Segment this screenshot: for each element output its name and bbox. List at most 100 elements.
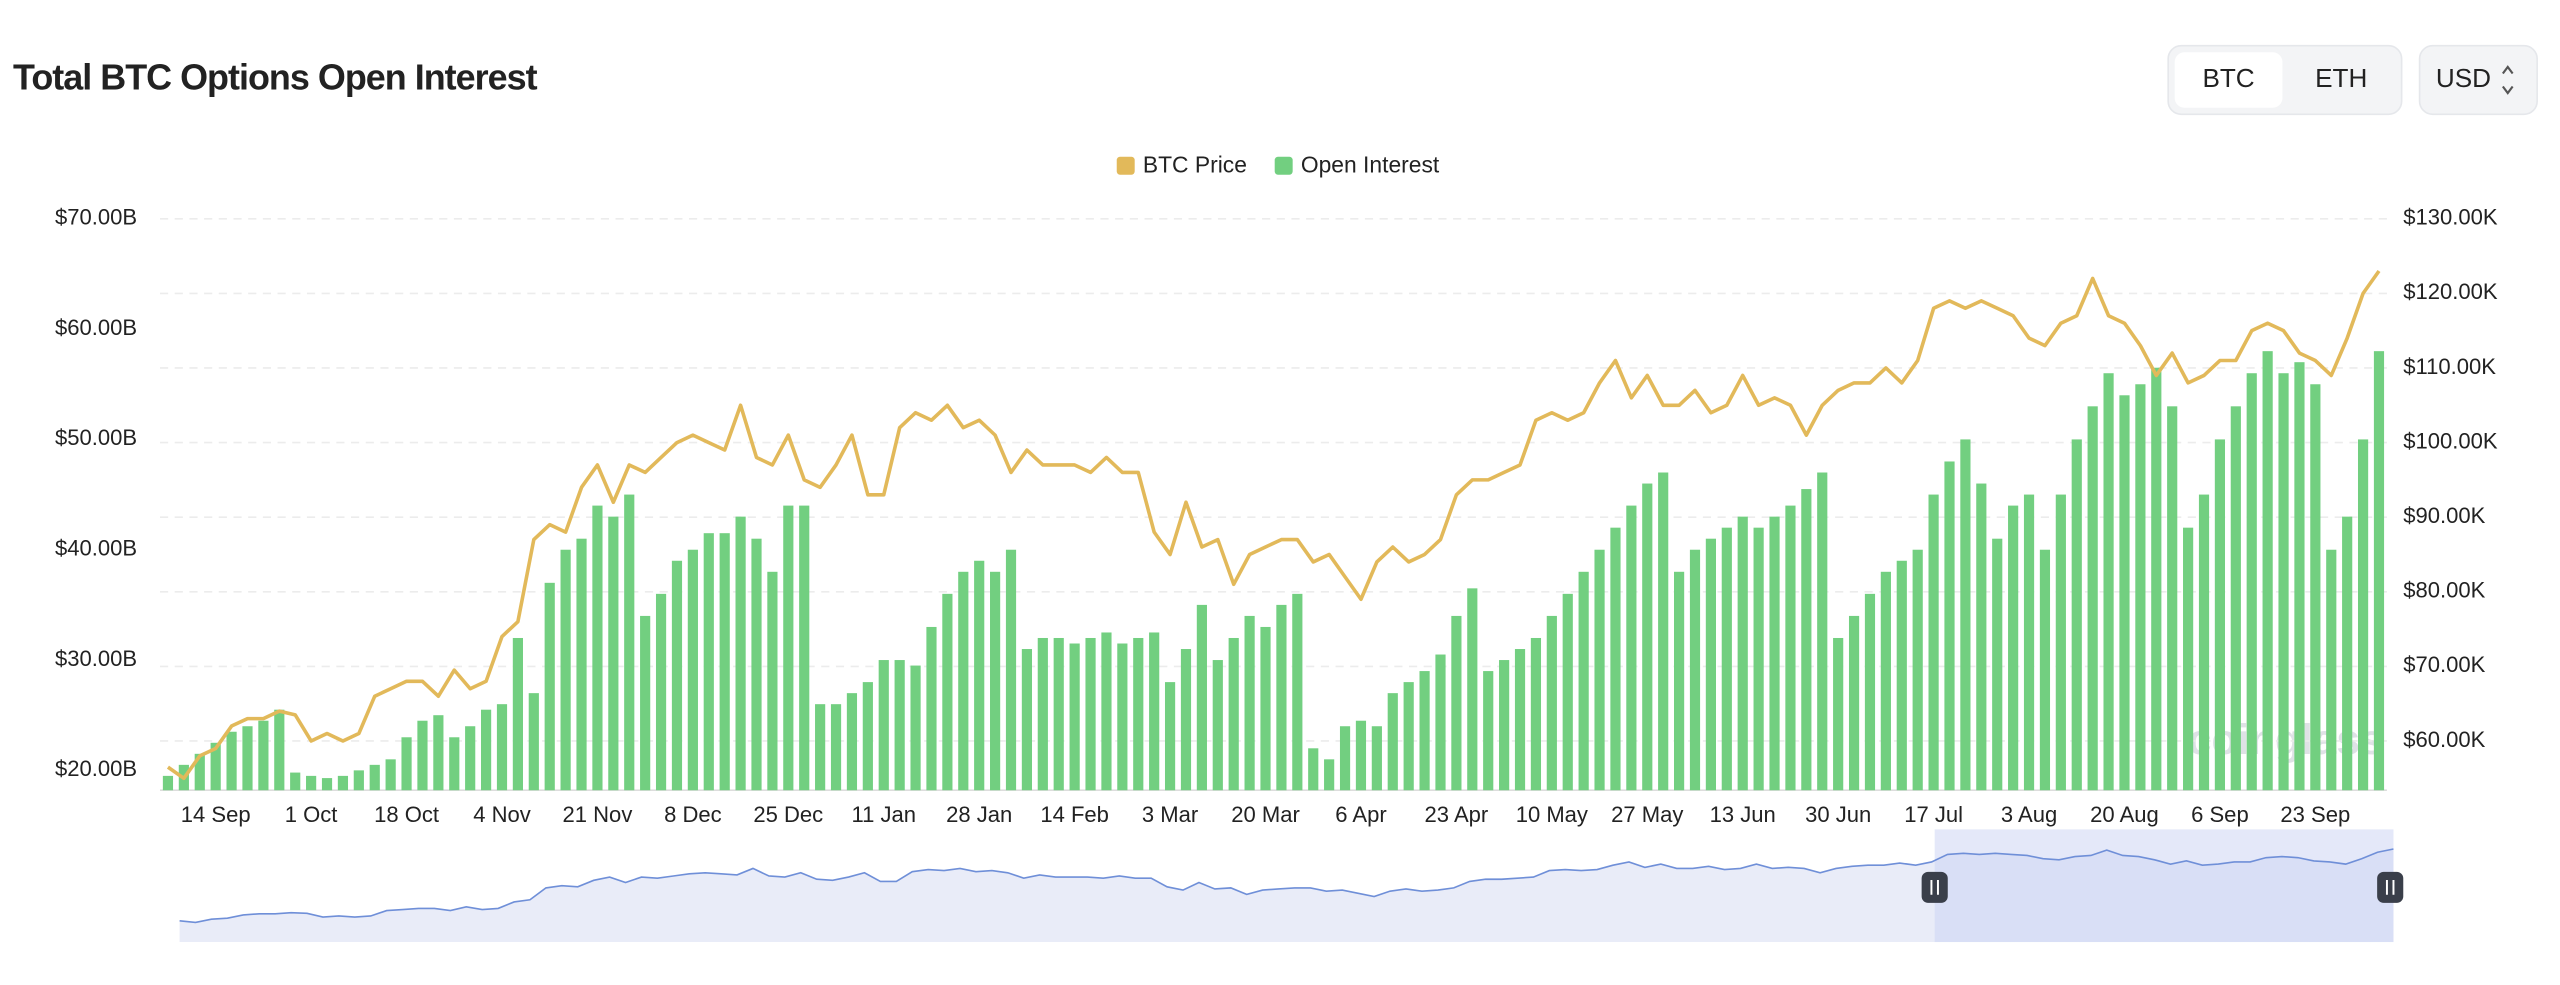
bar xyxy=(1005,549,1017,791)
bar xyxy=(2214,439,2226,791)
bar xyxy=(1610,527,1621,791)
bar xyxy=(321,778,333,791)
currency-select[interactable]: USD xyxy=(2418,44,2538,116)
handle-grip xyxy=(1930,880,1939,895)
bar xyxy=(1960,439,1971,791)
bar xyxy=(1069,643,1080,791)
bar xyxy=(1292,593,1303,791)
navigator-area xyxy=(179,848,2394,943)
y-tick-label: $20.00B xyxy=(55,756,137,781)
navigator-handle[interactable] xyxy=(2377,871,2404,903)
bar xyxy=(1705,538,1716,791)
bar xyxy=(2183,527,2194,791)
y2-tick-label: $120.00K xyxy=(2403,279,2498,304)
bar xyxy=(1021,649,1033,791)
bar xyxy=(433,715,444,791)
x-tick-label: 3 Aug xyxy=(2001,802,2057,827)
x-tick-label: 17 Jul xyxy=(1904,802,1963,827)
bar xyxy=(1864,593,1876,791)
bar xyxy=(1117,643,1128,791)
bar xyxy=(703,533,714,791)
x-tick-label: 6 Apr xyxy=(1335,802,1386,827)
bar xyxy=(751,538,762,791)
handle-grip xyxy=(2385,880,2395,895)
x-tick-label: 25 Dec xyxy=(753,802,823,827)
bar xyxy=(1880,571,1891,791)
bar xyxy=(2246,373,2257,791)
bar xyxy=(1530,637,1542,791)
bar xyxy=(1228,637,1239,791)
bar xyxy=(910,665,921,791)
bar xyxy=(1101,632,1112,791)
legend-label: BTC Price xyxy=(1143,152,1247,178)
legend: BTC Price Open Interest xyxy=(1116,152,1440,178)
bar xyxy=(1689,549,1701,791)
bar xyxy=(2087,406,2098,791)
bar xyxy=(1848,615,1860,791)
bar xyxy=(735,516,746,791)
bar xyxy=(1769,516,1780,791)
bar xyxy=(401,737,412,791)
bar xyxy=(2039,549,2051,791)
x-tick-label: 3 Mar xyxy=(1142,802,1198,827)
bar xyxy=(1037,637,1048,791)
bar xyxy=(1594,549,1605,791)
navigator-handle[interactable] xyxy=(1921,871,1948,903)
x-tick-label: 21 Nov xyxy=(563,802,633,827)
coin-button[interactable]: BTC xyxy=(2202,63,2254,93)
bar xyxy=(385,759,396,791)
bar xyxy=(1753,527,1764,791)
x-tick-label: 14 Sep xyxy=(181,802,251,827)
bar xyxy=(1085,637,1096,791)
bar xyxy=(1355,720,1367,791)
bar xyxy=(799,505,810,791)
bar xyxy=(306,775,317,791)
bar xyxy=(1164,682,1176,791)
price-line xyxy=(166,269,2381,781)
bar xyxy=(1308,748,1319,791)
bar xyxy=(1817,472,1828,791)
bar xyxy=(576,538,587,791)
bar xyxy=(2357,439,2369,791)
y-tick-label: $70.00B xyxy=(55,205,137,230)
bar xyxy=(894,660,905,791)
bar xyxy=(1324,759,1335,791)
bar xyxy=(1514,649,1526,791)
bar xyxy=(1387,693,1398,791)
bar xyxy=(1642,483,1653,791)
bar xyxy=(1483,671,1494,791)
legend-label: Open Interest xyxy=(1301,152,1440,178)
bar xyxy=(560,549,571,791)
bar xyxy=(2294,362,2305,791)
coin-button[interactable]: ETH xyxy=(2315,63,2367,93)
bar xyxy=(2198,494,2210,791)
x-tick-label: 20 Aug xyxy=(2090,802,2159,827)
bar xyxy=(2103,373,2114,791)
bar xyxy=(815,704,826,791)
x-tick-label: 8 Dec xyxy=(664,802,722,827)
bar xyxy=(1992,538,2003,791)
x-tick-label: 4 Nov xyxy=(473,802,531,827)
bar xyxy=(226,731,237,791)
bar xyxy=(1260,626,1271,791)
x-tick-label: 1 Oct xyxy=(285,802,338,827)
select-frame[interactable] xyxy=(2418,44,2538,116)
bar xyxy=(1467,588,1478,791)
bar xyxy=(592,505,603,791)
bar xyxy=(2167,406,2178,791)
bar xyxy=(2119,395,2130,791)
bar xyxy=(942,593,953,791)
bar xyxy=(242,726,253,791)
bar xyxy=(2342,516,2353,791)
bar xyxy=(528,693,539,791)
bar xyxy=(1833,637,1844,791)
bar xyxy=(1944,461,1955,791)
bar xyxy=(2135,384,2146,791)
bar xyxy=(417,720,428,791)
bar xyxy=(926,626,937,791)
bar xyxy=(1339,726,1351,791)
bar xyxy=(719,533,730,791)
y2-tick-label: $80.00K xyxy=(2403,578,2485,603)
currency-value[interactable]: USD xyxy=(2436,63,2491,93)
